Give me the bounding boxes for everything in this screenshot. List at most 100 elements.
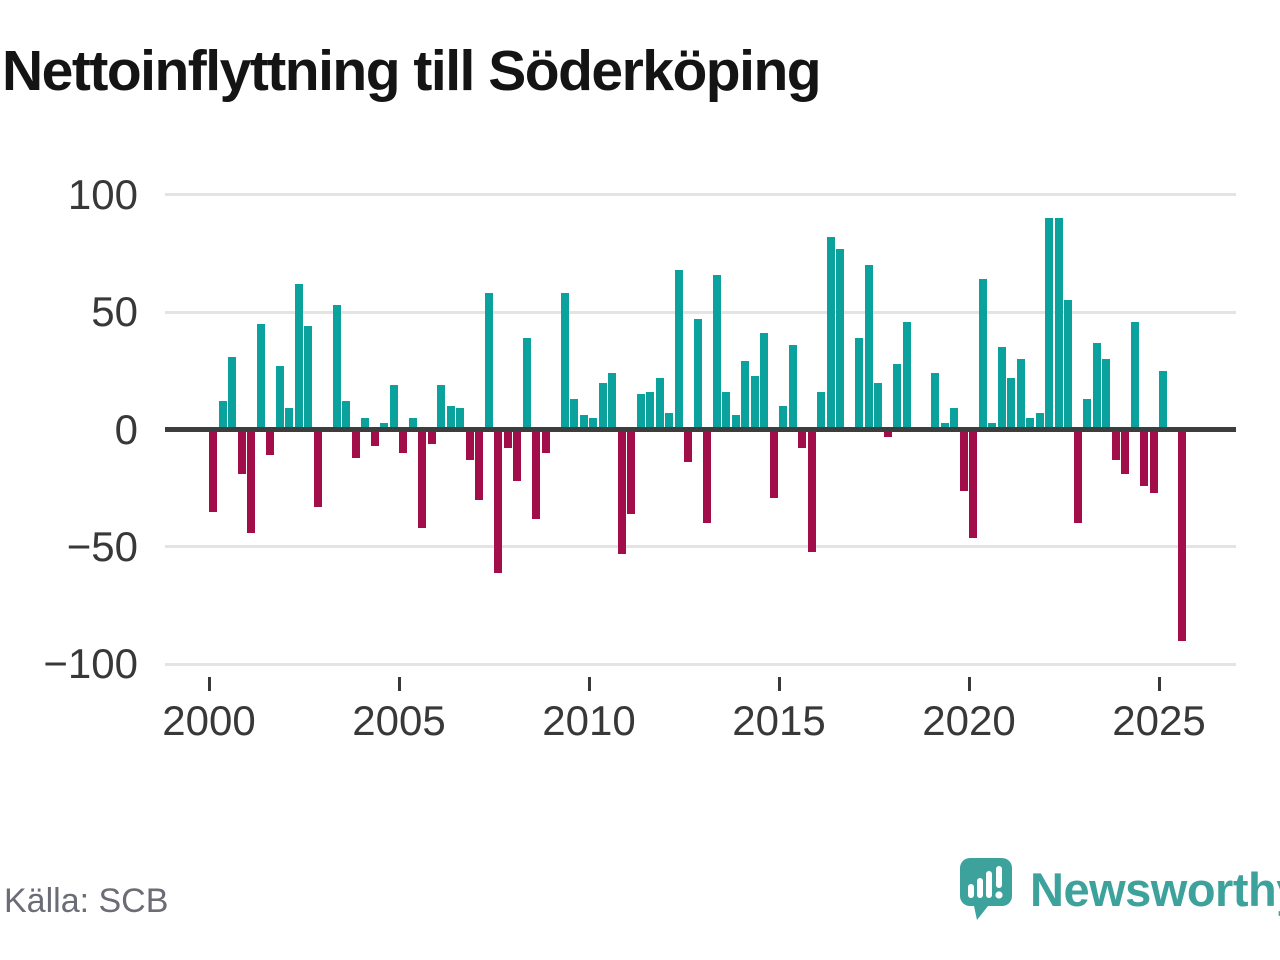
bar-2024-q2 <box>1130 321 1139 430</box>
bar-2008-q4 <box>541 429 550 453</box>
bar-2019-q4 <box>959 429 968 491</box>
bar-2005-q2 <box>408 417 417 430</box>
bar-2017-q2 <box>864 265 873 430</box>
bar-2019-q1 <box>931 373 939 430</box>
bar-2011-q4 <box>655 377 664 430</box>
newsworthy-logo-icon <box>960 858 1012 920</box>
gridline-50 <box>165 310 1236 314</box>
bar-2015-q3 <box>798 429 806 449</box>
bar-2012-q1 <box>665 413 673 430</box>
bar-2013-q3 <box>722 391 730 430</box>
bar-2013-q1 <box>703 429 711 524</box>
y-axis-label--100: −100 <box>43 640 138 688</box>
bar-2021-q1 <box>1007 377 1015 430</box>
bar-2000-q3 <box>228 356 236 430</box>
bar-2009-q3 <box>570 399 578 430</box>
source-label: Källa: SCB <box>4 882 169 920</box>
bar-2000-q2 <box>218 401 227 430</box>
x-axis-tick-2015 <box>778 677 781 691</box>
bar-2016-q1 <box>817 391 825 430</box>
bar-2005-q1 <box>399 429 407 453</box>
bar-2008-q3 <box>532 429 540 519</box>
bar-2023-q4 <box>1111 429 1120 460</box>
x-axis-label-2025: 2025 <box>1112 697 1206 744</box>
bar-2011-q2 <box>636 394 645 430</box>
bar-2004-q4 <box>389 384 398 430</box>
bar-2012-q4 <box>693 319 702 430</box>
bar-2012-q2 <box>674 269 683 430</box>
bar-2013-q2 <box>712 274 721 430</box>
bar-2022-q3 <box>1064 300 1072 430</box>
zero-line <box>165 427 1236 432</box>
y-axis-label-0: 0 <box>114 405 138 453</box>
bar-2004-q1 <box>361 417 369 430</box>
gridline-100 <box>165 193 1236 197</box>
newsworthy-logo-text: Newsworthy <box>1030 863 1280 916</box>
bar-2007-q2 <box>484 293 493 430</box>
x-axis-tick-2020 <box>968 677 971 691</box>
bar-2023-q2 <box>1092 342 1101 430</box>
bar-2020-q3 <box>988 422 996 430</box>
bar-2024-q4 <box>1149 429 1158 493</box>
bar-2003-q2 <box>332 305 341 430</box>
gridline--50 <box>165 545 1236 549</box>
bar-2004-q2 <box>370 429 379 446</box>
bar-2002-q1 <box>285 408 293 430</box>
bar-2006-q3 <box>456 408 464 430</box>
bar-2010-q1 <box>589 417 597 430</box>
bar-2020-q1 <box>969 429 977 538</box>
bar-2016-q3 <box>836 248 844 430</box>
bar-2011-q3 <box>646 391 654 430</box>
bar-2014-q3 <box>760 333 768 430</box>
bar-2024-q3 <box>1140 429 1148 486</box>
bar-2007-q1 <box>475 429 483 500</box>
bar-2010-q4 <box>617 429 626 554</box>
y-axis-label--50: −50 <box>66 522 138 570</box>
bar-2019-q3 <box>950 408 958 430</box>
x-axis-label-2005: 2005 <box>352 697 446 744</box>
bar-2016-q2 <box>826 237 835 430</box>
newsworthy-logo: Newsworthy <box>958 856 1280 926</box>
bar-2024-q1 <box>1121 429 1129 475</box>
bar-2013-q4 <box>731 415 740 430</box>
bar-2009-q2 <box>560 293 569 430</box>
x-axis-label-2010: 2010 <box>542 697 636 744</box>
bar-2001-q2 <box>256 323 265 430</box>
bar-2015-q1 <box>779 406 787 430</box>
bar-2007-q4 <box>503 429 512 449</box>
bar-2017-q1 <box>855 337 863 430</box>
bar-2000-q1 <box>209 429 217 512</box>
bar-2015-q2 <box>788 345 797 430</box>
x-axis-label-2000: 2000 <box>162 697 256 744</box>
bar-2022-q4 <box>1073 429 1082 524</box>
bar-2021-q4 <box>1035 413 1044 430</box>
bar-2014-q4 <box>769 429 778 498</box>
bar-2006-q2 <box>446 406 455 430</box>
bar-2023-q3 <box>1102 359 1110 430</box>
bar-2004-q3 <box>380 422 388 430</box>
bar-2023-q1 <box>1083 399 1091 430</box>
bar-2017-q3 <box>874 382 882 430</box>
bar-2008-q1 <box>513 429 521 482</box>
bar-2022-q1 <box>1045 218 1053 430</box>
y-axis-label-50: 50 <box>91 288 138 336</box>
y-axis-label-100: 100 <box>67 170 138 218</box>
bar-2019-q2 <box>940 422 949 430</box>
bar-2018-q2 <box>902 321 911 430</box>
bar-2003-q3 <box>342 401 350 430</box>
bar-2006-q4 <box>465 429 474 460</box>
x-axis-tick-2005 <box>398 677 401 691</box>
bar-2003-q4 <box>351 429 360 458</box>
gridline--100 <box>165 662 1236 666</box>
bar-2008-q2 <box>522 337 531 430</box>
x-axis-tick-2010 <box>588 677 591 691</box>
chart-title: Nettoinflyttning till Söderköping <box>2 39 822 103</box>
bar-2006-q1 <box>437 384 445 430</box>
bar-2011-q1 <box>627 429 635 514</box>
bar-2020-q2 <box>978 279 987 430</box>
bar-2020-q4 <box>997 347 1006 430</box>
x-axis-label-2020: 2020 <box>922 697 1016 744</box>
bar-2001-q4 <box>275 366 284 430</box>
